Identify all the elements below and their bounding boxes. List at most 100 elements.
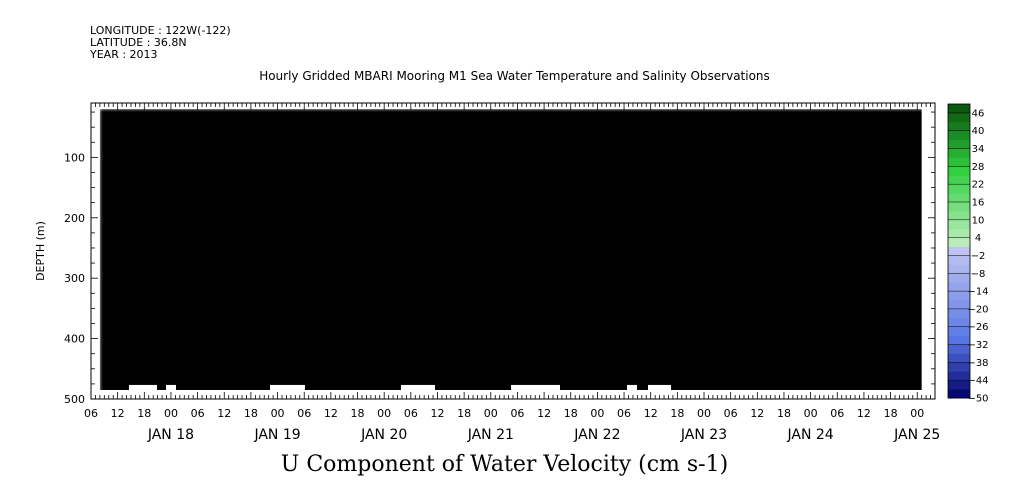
heatmap-cell (315, 213, 321, 218)
heatmap-cell (327, 373, 333, 378)
heatmap-cell (307, 121, 313, 126)
heatmap-cell (187, 285, 193, 290)
heatmap-cell (251, 265, 257, 270)
heatmap-cell (307, 361, 313, 366)
heatmap-cell (143, 213, 149, 218)
heatmap-cell (143, 369, 149, 374)
heatmap-cell (99, 341, 105, 346)
heatmap-cell (155, 345, 161, 350)
heatmap-cell (183, 225, 189, 230)
heatmap-cell (371, 217, 377, 222)
heatmap-cell (359, 161, 365, 166)
heatmap-cell (279, 153, 285, 158)
heatmap-cell (351, 273, 357, 278)
heatmap-cell (319, 125, 325, 130)
heatmap-cell (179, 281, 185, 286)
heatmap-cell (327, 261, 333, 266)
heatmap-cell (355, 225, 361, 230)
heatmap-cell (183, 265, 189, 270)
heatmap-cell (111, 149, 117, 154)
heatmap-cell (223, 189, 229, 194)
heatmap-cell (379, 109, 385, 114)
heatmap-cell (339, 317, 345, 322)
heatmap-cell (375, 377, 381, 382)
heatmap-cell (323, 313, 329, 318)
heatmap-cell (231, 317, 237, 322)
heatmap-cell (123, 281, 129, 286)
heatmap-cell (263, 325, 269, 330)
heatmap-cell (355, 337, 361, 342)
heatmap-cell (267, 285, 273, 290)
heatmap-cell (139, 289, 145, 294)
heatmap-cell (147, 281, 153, 286)
heatmap-cell (351, 133, 357, 138)
heatmap-cell (311, 209, 317, 214)
heatmap-cell (283, 369, 289, 374)
heatmap-cell (327, 277, 333, 282)
heatmap-cell (275, 185, 281, 190)
heatmap-cell (323, 173, 329, 178)
heatmap-cell (283, 169, 289, 174)
heatmap-cell (199, 373, 205, 378)
heatmap-cell (343, 289, 349, 294)
heatmap-cell (251, 113, 257, 118)
heatmap-cell (239, 177, 245, 182)
heatmap-cell (291, 337, 297, 342)
heatmap-cell (267, 329, 273, 334)
heatmap-cell (267, 369, 273, 374)
heatmap-cell (339, 293, 345, 298)
heatmap-cell (127, 337, 133, 342)
heatmap-cell (195, 229, 201, 234)
heatmap-cell (107, 381, 113, 386)
heatmap-cell (183, 185, 189, 190)
heatmap-cell (279, 305, 285, 310)
heatmap-cell (111, 153, 117, 158)
heatmap-cell (107, 373, 113, 378)
heatmap-cell (335, 189, 341, 194)
heatmap-cell (159, 309, 165, 314)
heatmap-cell (215, 161, 221, 166)
heatmap-cell (367, 341, 373, 346)
heatmap-cell (139, 121, 145, 126)
heatmap-cell (371, 273, 377, 278)
heatmap-cell (247, 249, 253, 254)
heatmap-cell (211, 165, 217, 170)
heatmap-cell (183, 113, 189, 118)
heatmap-cell (267, 153, 273, 158)
heatmap-cell (311, 253, 317, 258)
heatmap-cell (147, 181, 153, 186)
heatmap-cell (263, 337, 269, 342)
heatmap-cell (359, 349, 365, 354)
heatmap-cell (155, 173, 161, 178)
heatmap-cell (223, 357, 229, 362)
heatmap-cell (303, 109, 309, 114)
heatmap-cell (343, 193, 349, 198)
heatmap-cell (307, 293, 313, 298)
heatmap-cell (227, 349, 233, 354)
heatmap-cell (119, 285, 125, 290)
heatmap-cell (339, 365, 345, 370)
heatmap-cell (355, 173, 361, 178)
heatmap-cell (99, 161, 105, 166)
heatmap-cell (99, 125, 105, 130)
heatmap-cell (151, 285, 157, 290)
heatmap-cell (303, 345, 309, 350)
heatmap-cell (363, 325, 369, 330)
heatmap-cell (327, 217, 333, 222)
heatmap-cell (327, 129, 333, 134)
heatmap-cell (335, 241, 341, 246)
heatmap-cell (347, 173, 353, 178)
heatmap-cell (183, 365, 189, 370)
heatmap-cell (179, 225, 185, 230)
heatmap-cell (191, 365, 197, 370)
heatmap-cell (215, 109, 221, 114)
heatmap-cell (191, 109, 197, 114)
heatmap-cell (99, 109, 105, 114)
heatmap-cell (299, 361, 305, 366)
heatmap-cell (187, 177, 193, 182)
heatmap-cell (319, 233, 325, 238)
heatmap-cell (143, 173, 149, 178)
heatmap-cell (279, 281, 285, 286)
heatmap-cell (275, 221, 281, 226)
heatmap-cell (135, 221, 141, 226)
